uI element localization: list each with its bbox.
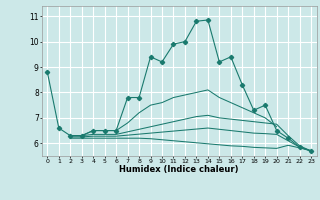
X-axis label: Humidex (Indice chaleur): Humidex (Indice chaleur) (119, 165, 239, 174)
